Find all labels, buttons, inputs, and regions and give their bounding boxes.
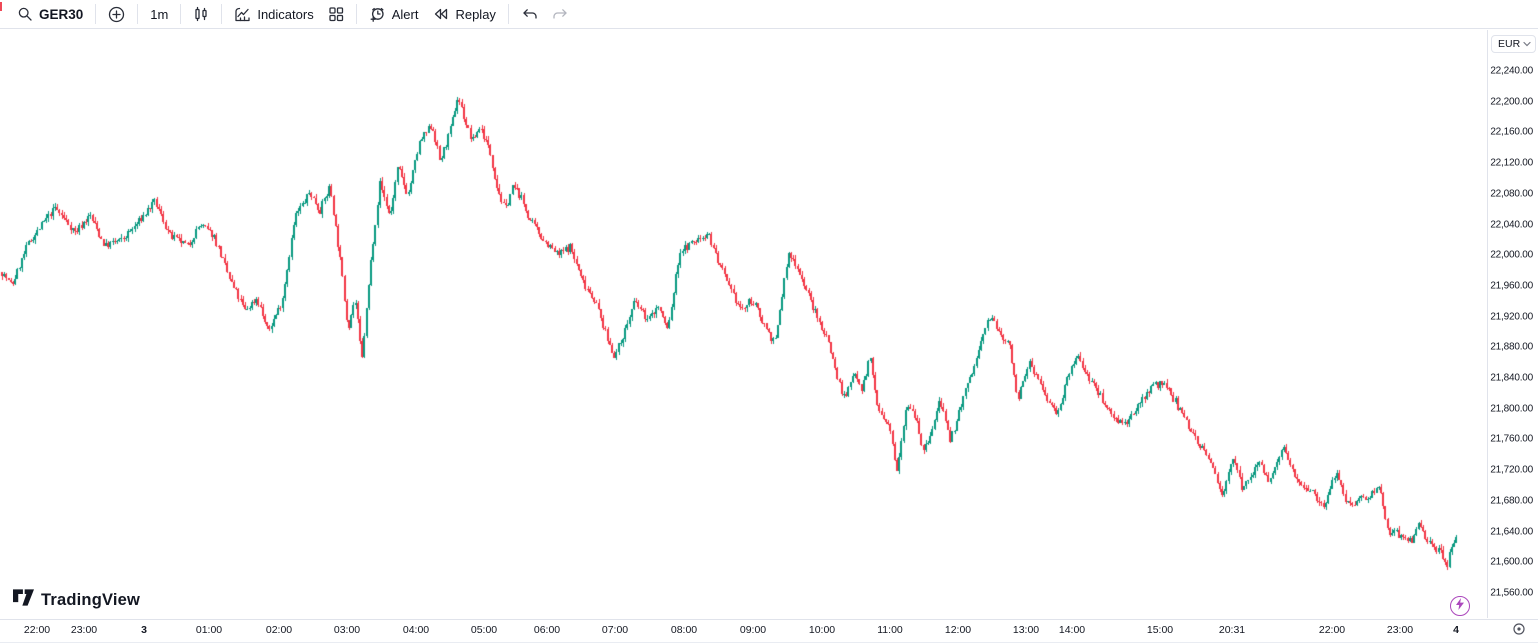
toolbar-separator <box>221 4 223 24</box>
toolbar-separator <box>137 4 139 24</box>
quick-actions-button[interactable] <box>1450 596 1470 616</box>
alert-label: Alert <box>391 6 419 22</box>
undo-icon <box>521 7 538 22</box>
alert-clock-icon <box>369 6 386 23</box>
symbol-name: GER30 <box>39 6 84 22</box>
indicators-label: Indicators <box>257 6 314 22</box>
time-tick-label: 14:00 <box>1058 624 1086 636</box>
price-tick-label: 21,720.00 <box>1490 464 1533 476</box>
time-tick-label: 20:31 <box>1218 624 1246 636</box>
price-tick-label: 22,000.00 <box>1490 249 1533 261</box>
price-tick-label: 22,240.00 <box>1490 65 1533 77</box>
time-tick-label: 22:00 <box>1318 624 1346 636</box>
replay-label: Replay <box>455 6 496 22</box>
symbol-search-button[interactable]: GER30 <box>10 2 90 26</box>
price-tick-label: 21,840.00 <box>1490 372 1533 384</box>
alert-button[interactable]: Alert <box>362 2 426 26</box>
price-tick-label: 22,080.00 <box>1490 188 1533 200</box>
undo-button[interactable] <box>514 2 545 26</box>
price-tick-label: 21,800.00 <box>1490 403 1533 415</box>
time-tick-label: 05:00 <box>470 624 498 636</box>
circle-dot-icon <box>1512 622 1526 641</box>
time-tick-label: 22:00 <box>23 624 51 636</box>
price-tick-label: 21,560.00 <box>1490 587 1533 599</box>
time-tick-label: 06:00 <box>533 624 561 636</box>
layout-grid-button[interactable] <box>321 2 351 26</box>
price-tick-label: 21,640.00 <box>1490 526 1533 538</box>
price-tick-label: 21,960.00 <box>1490 280 1533 292</box>
toolbar-separator <box>180 4 182 24</box>
timezone-settings-button[interactable] <box>1511 622 1527 641</box>
time-tick-label: 4 <box>1453 624 1459 636</box>
chart-pane: TradingView <box>0 30 1487 618</box>
toolbar-separator <box>507 4 509 24</box>
candlestick-style-icon <box>193 6 209 22</box>
replay-button[interactable]: Replay <box>425 2 502 26</box>
indicators-icon <box>234 6 251 23</box>
tradingview-watermark[interactable]: TradingView <box>13 589 140 611</box>
time-tick-label: 12:00 <box>944 624 972 636</box>
price-tick-label: 22,120.00 <box>1490 157 1533 169</box>
time-tick-label: 08:00 <box>670 624 698 636</box>
price-tick-label: 21,880.00 <box>1490 341 1533 353</box>
tradingview-logo-icon <box>13 589 34 611</box>
indicators-button[interactable]: Indicators <box>227 2 320 26</box>
time-tick-label: 09:00 <box>739 624 767 636</box>
replay-icon <box>432 6 449 22</box>
compare-add-symbol-button[interactable] <box>101 2 132 26</box>
window-edge-artifact <box>0 2 2 11</box>
currency-label: EUR <box>1498 38 1521 50</box>
time-tick-label: 11:00 <box>877 624 903 636</box>
time-tick-label: 15:00 <box>1146 624 1174 636</box>
time-tick-label: 23:00 <box>1386 624 1414 636</box>
time-tick-label: 23:00 <box>70 624 98 636</box>
price-tick-label: 21,920.00 <box>1490 311 1533 323</box>
search-icon <box>17 6 33 22</box>
price-tick-label: 21,680.00 <box>1490 495 1533 507</box>
time-tick-label: 3 <box>141 624 147 636</box>
price-tick-label: 22,200.00 <box>1490 96 1533 108</box>
chart-style-button[interactable] <box>186 2 216 26</box>
lightning-icon <box>1455 597 1465 615</box>
toolbar-separator <box>95 4 97 24</box>
price-tick-label: 21,600.00 <box>1490 556 1533 568</box>
layout-grid-icon <box>328 6 344 22</box>
price-tick-label: 22,160.00 <box>1490 126 1533 138</box>
time-tick-label: 02:00 <box>265 624 293 636</box>
time-tick-label: 10:00 <box>808 624 836 636</box>
price-tick-label: 21,760.00 <box>1490 433 1533 445</box>
toolbar-separator <box>355 4 357 24</box>
candlestick-canvas[interactable] <box>0 30 1487 618</box>
plus-circle-icon <box>108 6 125 23</box>
redo-icon <box>552 7 569 22</box>
time-axis[interactable]: 22:00 23:00 3 01:00 02:00 03:00 04:00 05:00 06:0… <box>0 619 1538 643</box>
redo-button[interactable] <box>545 2 576 26</box>
time-tick-label: 07:00 <box>601 624 629 636</box>
time-tick-label: 04:00 <box>402 624 430 636</box>
time-tick-label: 03:00 <box>333 624 361 636</box>
watermark-label: TradingView <box>41 590 141 609</box>
price-tick-label: 22,040.00 <box>1490 219 1533 231</box>
time-tick-label: 01:00 <box>195 624 223 636</box>
interval-label: 1m <box>150 6 169 22</box>
chevron-down-icon <box>1523 38 1531 50</box>
interval-button[interactable]: 1m <box>143 2 175 26</box>
time-tick-label: 13:00 <box>1012 624 1040 636</box>
currency-dropdown[interactable]: EUR <box>1491 35 1536 53</box>
top-toolbar: GER30 1m <box>0 0 1538 29</box>
price-axis[interactable]: EUR 22,240.00 22,200.00 22,160.00 22,120.00… <box>1487 30 1538 618</box>
